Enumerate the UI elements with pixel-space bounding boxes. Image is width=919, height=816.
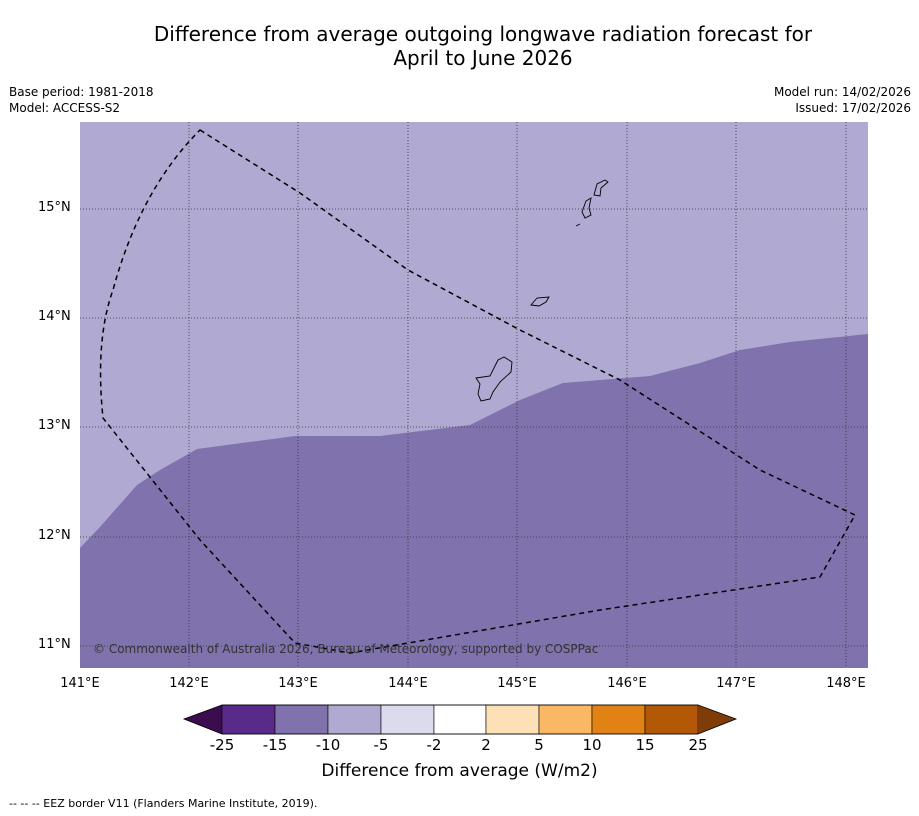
base-period: Base period: 1981-2018 (9, 85, 154, 99)
colorbar-outline (182, 704, 738, 735)
colorbar-tick: 15 (635, 736, 655, 754)
lat-label-15: 15°N (38, 200, 71, 215)
colorbar-tick: 2 (481, 736, 491, 754)
lon-label-141: 141°E (60, 676, 100, 691)
eez-legend-note: -- -- -- EEZ border V11 (Flanders Marine… (9, 797, 318, 810)
issued-date: Issued: 17/02/2026 (795, 101, 911, 115)
lat-label-14: 14°N (38, 309, 71, 324)
island-guam (475, 356, 513, 402)
colorbar-segment (327, 704, 382, 735)
anomaly-region-dark (80, 334, 868, 668)
colorbar-segment (221, 704, 276, 735)
lon-label-142: 142°E (169, 676, 209, 691)
colorbar-tick: -5 (373, 736, 389, 754)
copyright-notice: © Commonwealth of Australia 2026, Bureau… (93, 642, 598, 656)
meta-left: Base period: 1981-2018 Model: ACCESS-S2 (9, 84, 154, 116)
colorbar (182, 704, 738, 735)
colorbar-tick: -15 (262, 736, 288, 754)
lon-label-144: 144°E (388, 676, 428, 691)
colorbar-segment (485, 704, 540, 735)
chart-title: Difference from average outgoing longwav… (0, 22, 919, 70)
lat-label-12: 12°N (38, 528, 71, 543)
colorbar-tick: 25 (688, 736, 708, 754)
island-rota (530, 296, 550, 307)
lon-label-148: 148°E (826, 676, 866, 691)
eez-border (99, 129, 857, 654)
colorbar-segment (380, 704, 435, 735)
island-tinian (581, 197, 592, 219)
lat-label-11: 11°N (38, 637, 71, 652)
colorbar-segment (644, 704, 699, 735)
title-line-2: April to June 2026 (393, 46, 573, 70)
lon-label-145: 145°E (497, 676, 537, 691)
island-saipan (593, 179, 609, 197)
colorbar-title: Difference from average (W/m2) (321, 761, 598, 781)
colorbar-tick: -10 (315, 736, 341, 754)
colorbar-segment (591, 704, 646, 735)
colorbar-extend-high (698, 705, 736, 734)
lon-label-147: 147°E (716, 676, 756, 691)
title-line-1: Difference from average outgoing longwav… (153, 22, 813, 46)
islands (475, 179, 609, 402)
colorbar-extend-low (184, 705, 222, 734)
colorbar-tick: 10 (582, 736, 602, 754)
model-run: Model run: 14/02/2026 (773, 85, 911, 99)
colorbar-tick: -2 (426, 736, 442, 754)
model-name: Model: ACCESS-S2 (9, 101, 121, 115)
lat-label-13: 13°N (38, 418, 71, 433)
colorbar-tick: -25 (209, 736, 235, 754)
gridlines (80, 122, 868, 668)
colorbar-segment (274, 704, 329, 735)
colorbar-segment (433, 704, 487, 735)
meta-right: Model run: 14/02/2026 Issued: 17/02/2026 (774, 84, 911, 116)
lon-label-143: 143°E (278, 676, 318, 691)
lon-label-146: 146°E (607, 676, 647, 691)
colorbar-segment (538, 704, 593, 735)
island-aguijan (575, 223, 581, 227)
colorbar-tick: 5 (534, 736, 544, 754)
